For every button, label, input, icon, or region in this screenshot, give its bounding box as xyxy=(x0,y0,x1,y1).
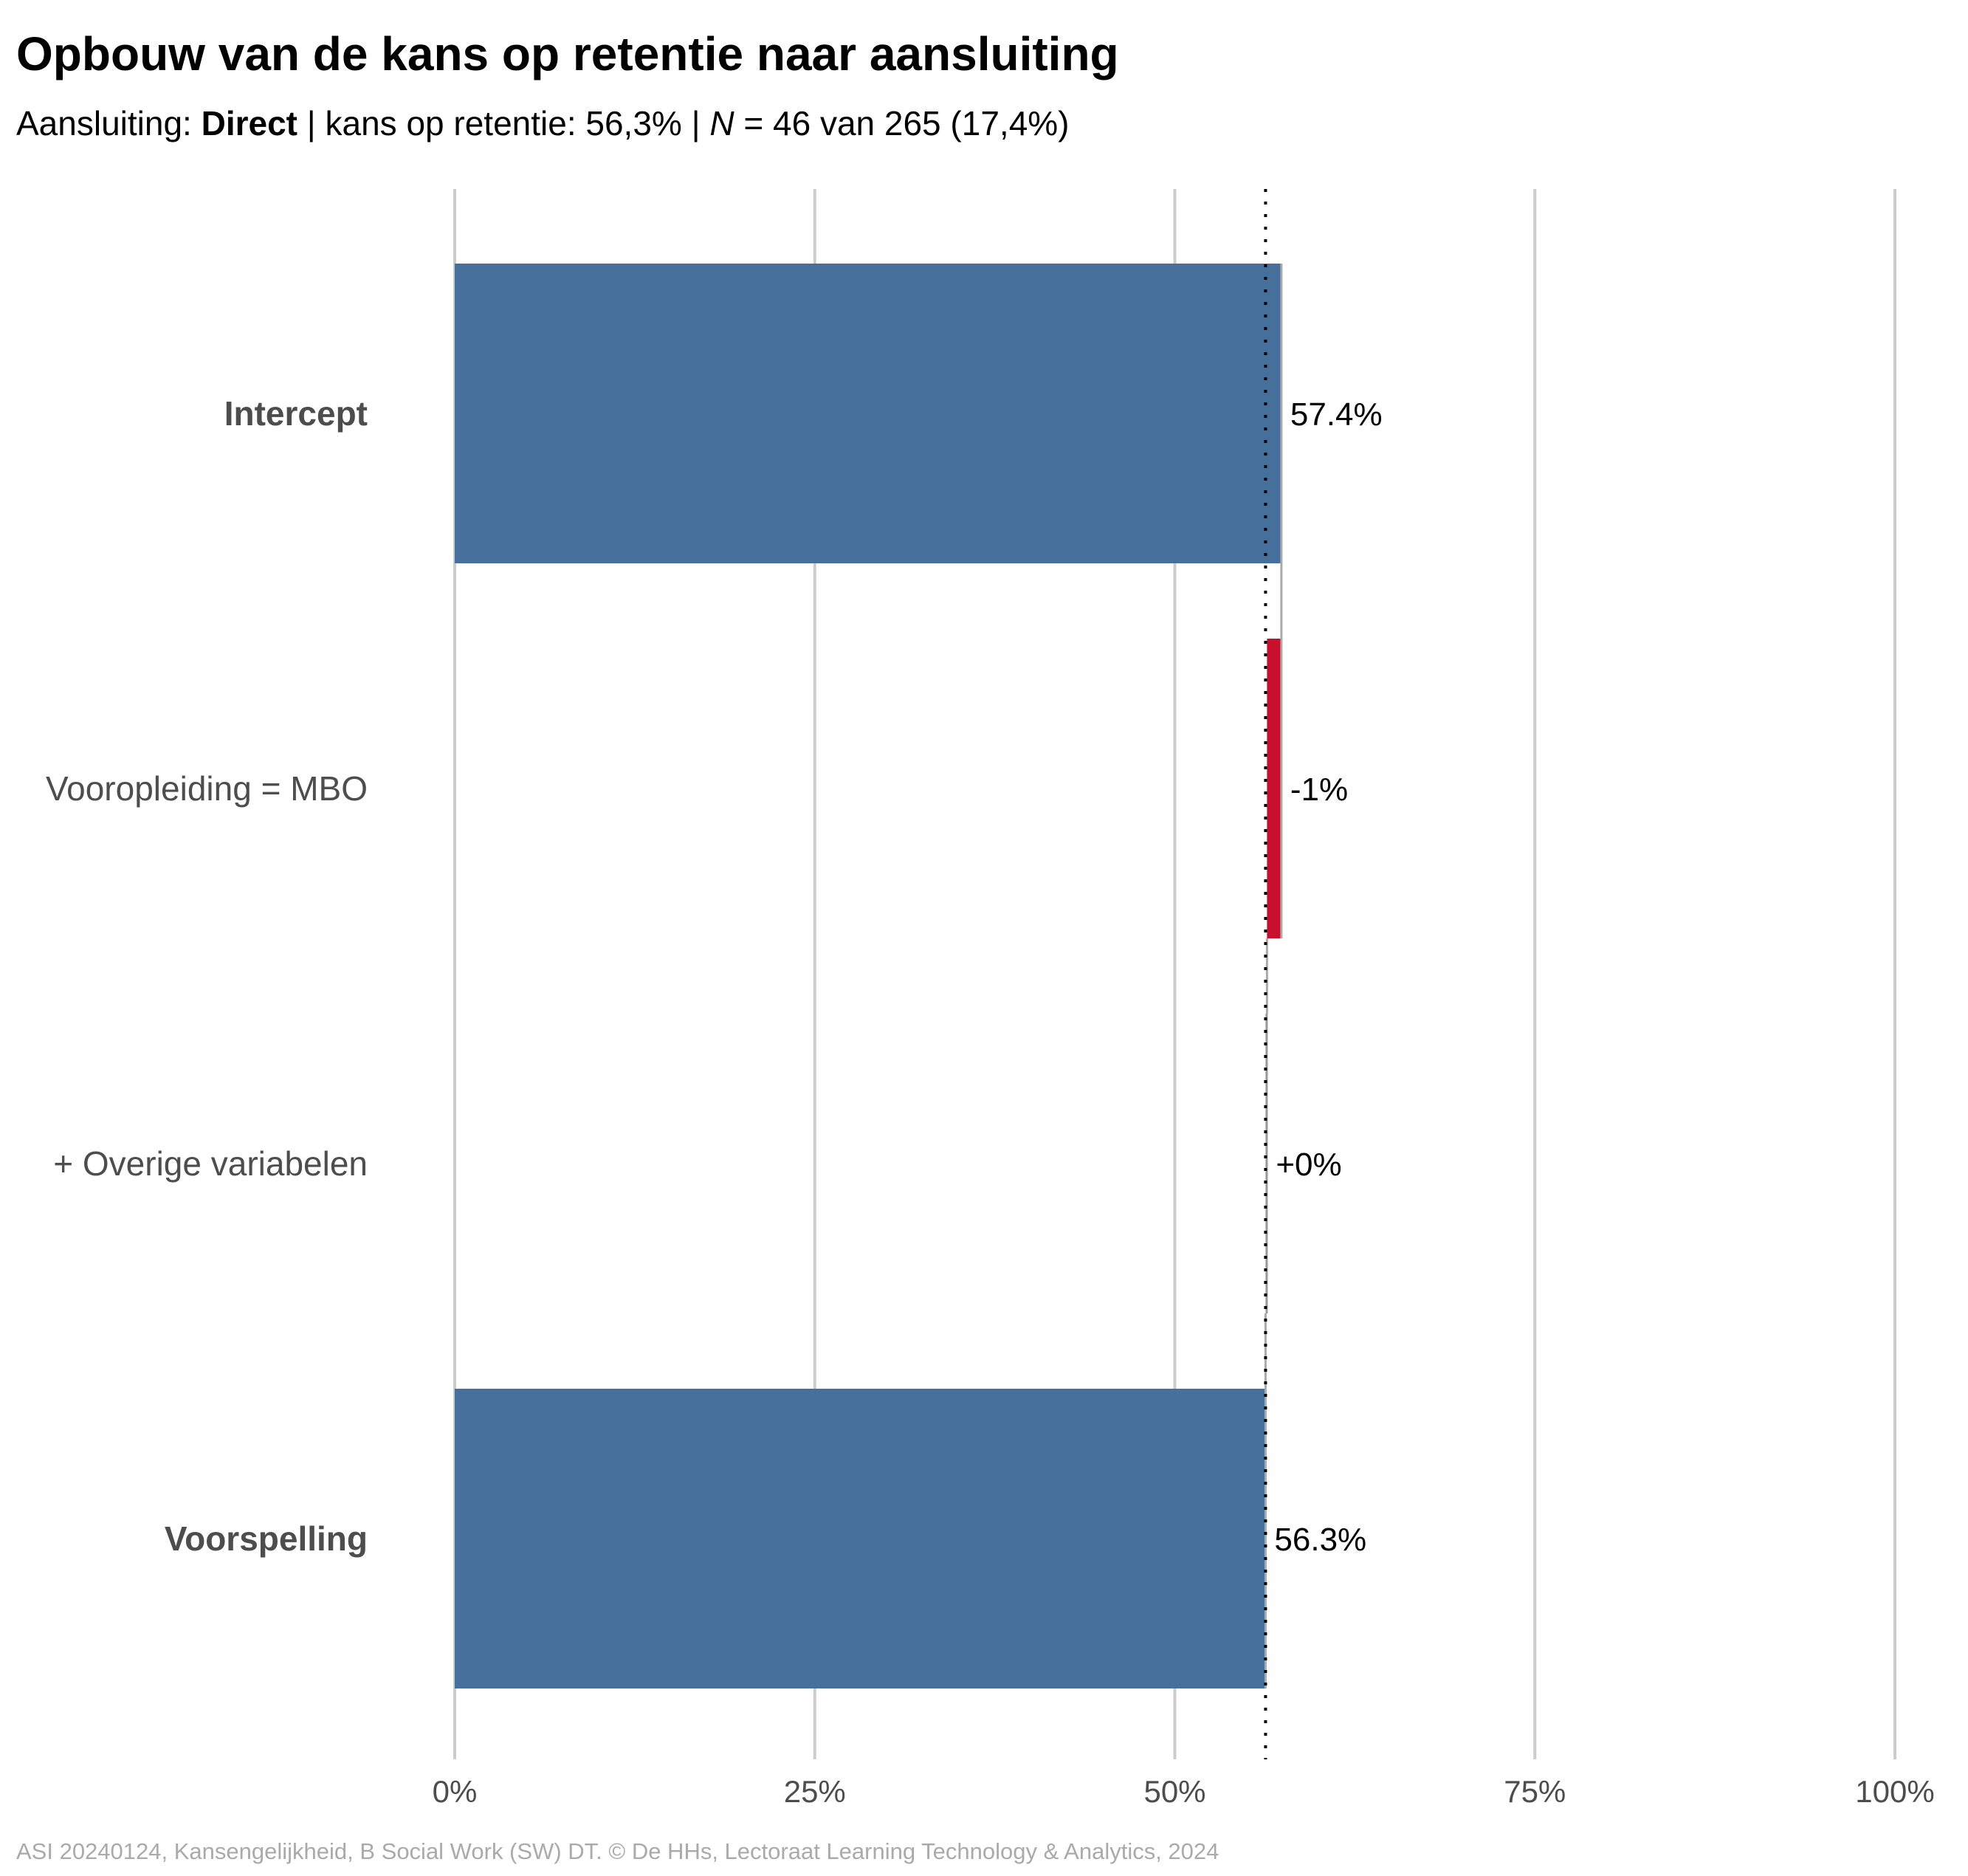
value-labels: 57.4% -1% +0% 56.3% xyxy=(1274,396,1382,1558)
subtitle-n-symbol: N xyxy=(709,104,734,142)
chart-title: Opbouw van de kans op retentie naar aans… xyxy=(16,27,1119,80)
subtitle-middle: | kans op retentie: 56,3% | xyxy=(297,104,709,142)
x-tick-label-0: 0% xyxy=(433,1774,478,1809)
bar-4 xyxy=(455,1389,1266,1688)
x-tick-label-25: 25% xyxy=(784,1774,846,1809)
value-label-2: -1% xyxy=(1290,772,1348,808)
subtitle-prefix: Aansluiting: xyxy=(16,104,202,142)
category-label-1: Intercept xyxy=(224,394,368,433)
category-label-4: Voorspelling xyxy=(165,1519,368,1558)
value-label-1: 57.4% xyxy=(1290,396,1383,433)
x-tick-label-100: 100% xyxy=(1855,1774,1934,1809)
bar-2 xyxy=(1267,639,1281,938)
x-tick-label-75: 75% xyxy=(1504,1774,1566,1809)
x-axis-ticks: 0% 25% 50% 75% 100% xyxy=(433,1774,1935,1809)
subtitle-group: Direct xyxy=(202,104,297,142)
x-tick-label-50: 50% xyxy=(1143,1774,1205,1809)
bars xyxy=(455,264,1283,1688)
category-label-3: + Overige variabelen xyxy=(53,1144,368,1183)
category-label-2: Vooropleiding = MBO xyxy=(46,769,368,808)
category-labels: Intercept Vooropleiding = MBO + Overige va… xyxy=(46,394,368,1558)
chart-caption: ASI 20240124, Kansengelijkheid, B Social… xyxy=(16,1838,1219,1864)
subtitle-suffix: = 46 van 265 (17,4%) xyxy=(734,104,1070,142)
chart-subtitle: Aansluiting: Direct | kans op retentie: … xyxy=(16,104,1070,142)
value-label-3: +0% xyxy=(1276,1147,1341,1183)
bar-1 xyxy=(455,264,1281,563)
bar-3 xyxy=(1265,1014,1268,1313)
value-label-4: 56.3% xyxy=(1274,1522,1366,1558)
